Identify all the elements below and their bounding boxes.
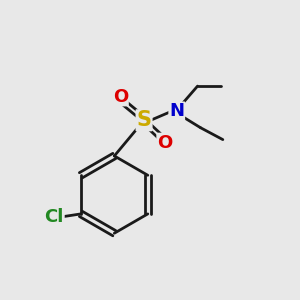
Text: O: O xyxy=(113,88,128,106)
Text: O: O xyxy=(157,134,172,152)
Text: N: N xyxy=(169,102,184,120)
Text: S: S xyxy=(136,110,152,130)
Text: Cl: Cl xyxy=(44,208,64,226)
